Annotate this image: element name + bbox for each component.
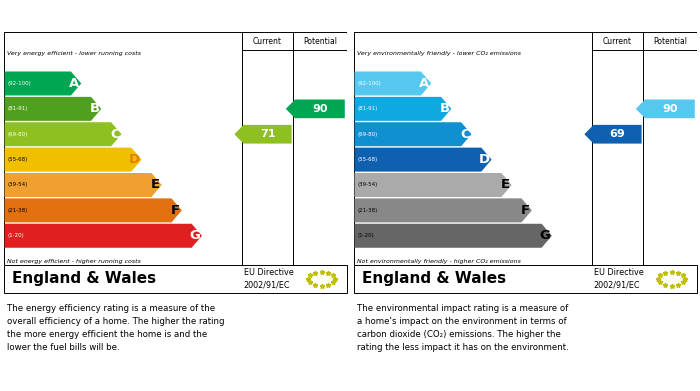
Text: 71: 71 xyxy=(260,129,275,139)
Text: Energy Efficiency Rating: Energy Efficiency Rating xyxy=(8,12,171,25)
Text: (55-68): (55-68) xyxy=(358,157,378,162)
Text: (39-54): (39-54) xyxy=(358,183,378,188)
Text: Very energy efficient - lower running costs: Very energy efficient - lower running co… xyxy=(7,51,141,56)
Polygon shape xyxy=(4,224,202,248)
Text: (21-38): (21-38) xyxy=(358,208,378,213)
Text: (69-80): (69-80) xyxy=(8,132,28,137)
Text: England & Wales: England & Wales xyxy=(362,271,506,287)
Text: B: B xyxy=(440,102,449,115)
Text: England & Wales: England & Wales xyxy=(12,271,156,287)
Polygon shape xyxy=(636,99,695,118)
Polygon shape xyxy=(4,122,122,146)
Text: 90: 90 xyxy=(662,104,678,114)
Text: (92-100): (92-100) xyxy=(8,81,32,86)
Polygon shape xyxy=(234,125,292,143)
Text: (55-68): (55-68) xyxy=(8,157,28,162)
Polygon shape xyxy=(354,198,532,222)
Text: Not energy efficient - higher running costs: Not energy efficient - higher running co… xyxy=(7,258,141,264)
Text: A: A xyxy=(69,77,80,90)
Text: The energy efficiency rating is a measure of the
overall efficiency of a home. T: The energy efficiency rating is a measur… xyxy=(7,304,225,352)
Polygon shape xyxy=(354,122,472,146)
Text: G: G xyxy=(190,229,200,242)
Text: EU Directive
2002/91/EC: EU Directive 2002/91/EC xyxy=(594,268,643,290)
Text: (81-91): (81-91) xyxy=(8,106,28,111)
Text: D: D xyxy=(129,153,140,166)
Text: (69-80): (69-80) xyxy=(358,132,378,137)
Text: (1-20): (1-20) xyxy=(8,233,25,238)
Text: C: C xyxy=(110,128,120,141)
Polygon shape xyxy=(4,97,101,121)
Text: Potential: Potential xyxy=(303,37,337,46)
Text: C: C xyxy=(460,128,470,141)
Polygon shape xyxy=(354,72,431,95)
Polygon shape xyxy=(354,97,452,121)
Text: G: G xyxy=(540,229,550,242)
Text: Current: Current xyxy=(253,37,282,46)
Text: E: E xyxy=(151,179,160,192)
Text: (81-91): (81-91) xyxy=(358,106,378,111)
Text: (1-20): (1-20) xyxy=(358,233,374,238)
Text: D: D xyxy=(479,153,490,166)
Text: (92-100): (92-100) xyxy=(358,81,382,86)
Polygon shape xyxy=(4,173,162,197)
Text: E: E xyxy=(501,179,510,192)
Text: The environmental impact rating is a measure of
a home's impact on the environme: The environmental impact rating is a mea… xyxy=(357,304,568,352)
Text: A: A xyxy=(419,77,430,90)
Polygon shape xyxy=(4,148,141,172)
Text: Not environmentally friendly - higher CO₂ emissions: Not environmentally friendly - higher CO… xyxy=(357,258,521,264)
Text: F: F xyxy=(171,204,180,217)
Polygon shape xyxy=(584,125,642,143)
Text: EU Directive
2002/91/EC: EU Directive 2002/91/EC xyxy=(244,268,293,290)
Polygon shape xyxy=(4,198,182,222)
Polygon shape xyxy=(354,148,491,172)
Polygon shape xyxy=(354,173,512,197)
Text: Environmental Impact (CO₂) Rating: Environmental Impact (CO₂) Rating xyxy=(358,12,591,25)
Text: B: B xyxy=(90,102,99,115)
Text: Current: Current xyxy=(603,37,632,46)
Polygon shape xyxy=(4,72,81,95)
Text: F: F xyxy=(521,204,530,217)
Text: Very environmentally friendly - lower CO₂ emissions: Very environmentally friendly - lower CO… xyxy=(357,51,521,56)
Polygon shape xyxy=(286,99,345,118)
Text: 69: 69 xyxy=(610,129,626,139)
Polygon shape xyxy=(354,224,552,248)
Text: (39-54): (39-54) xyxy=(8,183,28,188)
Text: (21-38): (21-38) xyxy=(8,208,28,213)
Text: Potential: Potential xyxy=(653,37,687,46)
Text: 90: 90 xyxy=(312,104,328,114)
